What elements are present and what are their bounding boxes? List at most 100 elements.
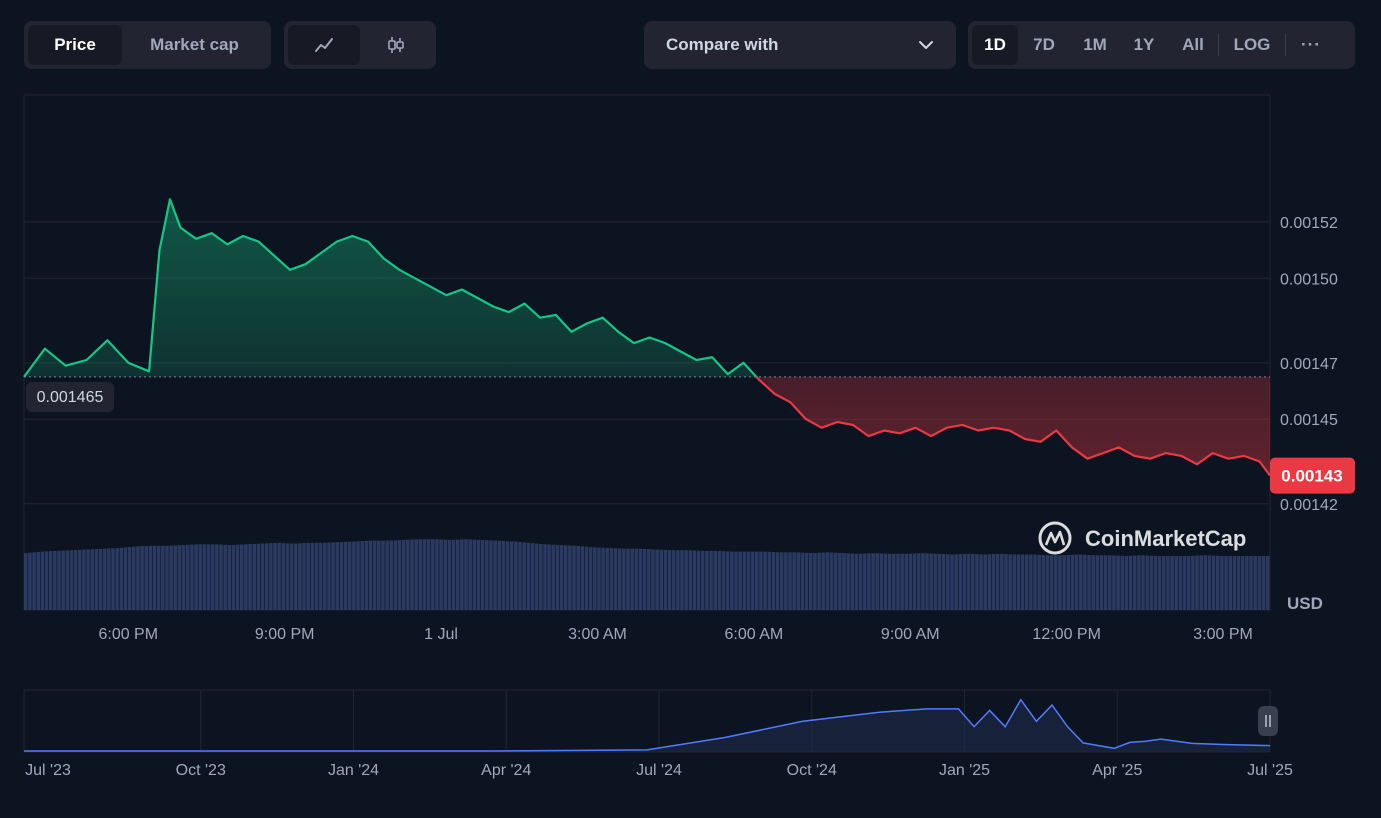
volume-bar xyxy=(343,541,348,610)
volume-bar xyxy=(32,552,36,610)
volume-bar xyxy=(796,552,801,610)
volume-bar xyxy=(1062,555,1066,610)
volume-bar xyxy=(372,540,377,610)
volume-bar xyxy=(601,547,605,610)
volume-bar xyxy=(1103,555,1108,610)
volume-bar xyxy=(1120,555,1125,610)
volume-bar xyxy=(1253,555,1257,610)
volume-bar xyxy=(916,553,921,610)
volume-bar xyxy=(1207,555,1212,610)
volume-bar xyxy=(1070,554,1075,610)
candlestick-chart-button[interactable] xyxy=(360,25,432,65)
volume-bar xyxy=(642,548,647,610)
volume-bar xyxy=(705,550,709,610)
navigator-tick-label: Jul '24 xyxy=(636,762,682,779)
volume-bar xyxy=(663,549,668,610)
volume-bar xyxy=(61,550,65,610)
volume-bar xyxy=(534,543,539,610)
volume-bar xyxy=(1128,555,1133,610)
volume-bar xyxy=(622,548,626,610)
volume-bar xyxy=(825,552,830,610)
volume-bar xyxy=(460,539,464,610)
volume-bar xyxy=(1045,555,1050,610)
price-area-above-baseline xyxy=(24,199,1270,377)
volume-bar xyxy=(759,551,763,610)
volume-bar xyxy=(526,542,531,610)
volume-bar xyxy=(833,552,838,610)
volume-bar xyxy=(754,551,759,610)
volume-bar xyxy=(281,543,286,610)
chart-toolbar: Price Market cap Compare with 1D 7D 1M 1… xyxy=(24,21,1357,69)
price-tab[interactable]: Price xyxy=(28,25,122,65)
range-7d[interactable]: 7D xyxy=(1033,35,1055,54)
volume-bar xyxy=(165,545,169,610)
y-tick-label: 0.00142 xyxy=(1280,497,1338,514)
divider xyxy=(1218,34,1219,56)
volume-bar xyxy=(692,550,697,610)
volume-bar xyxy=(667,550,672,610)
volume-bar xyxy=(485,540,489,610)
line-chart-button[interactable] xyxy=(288,25,360,65)
volume-bar xyxy=(509,541,514,610)
volume-bar xyxy=(1116,555,1120,610)
volume-bar xyxy=(883,553,888,610)
log-scale-toggle[interactable]: LOG xyxy=(1233,35,1271,54)
market-cap-tab[interactable]: Market cap xyxy=(150,35,239,54)
range-all[interactable]: All xyxy=(1182,35,1204,54)
volume-bar xyxy=(435,539,439,610)
volume-bar xyxy=(871,553,875,610)
volume-bar xyxy=(742,551,747,610)
volume-bar xyxy=(393,540,398,610)
volume-bar xyxy=(1124,555,1129,610)
volume-bar xyxy=(260,543,265,610)
volume-bar xyxy=(1240,555,1245,610)
volume-bar xyxy=(941,554,946,610)
volume-bar xyxy=(1132,555,1137,610)
range-1d[interactable]: 1D xyxy=(972,25,1018,65)
volume-bar xyxy=(784,552,788,610)
volume-bar xyxy=(53,550,57,610)
volume-bar xyxy=(514,541,518,610)
volume-bar xyxy=(1058,555,1062,610)
volume-bar xyxy=(431,539,435,610)
x-tick-label: 3:00 PM xyxy=(1193,626,1253,643)
volume-bar xyxy=(655,549,659,610)
volume-bar xyxy=(1195,555,1199,610)
volume-bar xyxy=(937,553,942,610)
volume-bar xyxy=(293,543,298,610)
volume-bar xyxy=(1203,555,1208,610)
volume-bar xyxy=(289,543,294,610)
volume-bar xyxy=(119,547,124,610)
volume-bar xyxy=(609,548,614,610)
volume-bar xyxy=(1170,555,1174,610)
volume-bar xyxy=(1249,555,1253,610)
volume-bar xyxy=(1074,554,1079,610)
volume-bar xyxy=(443,539,448,610)
volume-bar xyxy=(638,548,643,610)
volume-bar xyxy=(152,545,157,610)
x-tick-label: 9:00 AM xyxy=(881,626,940,643)
volume-bar xyxy=(331,542,335,610)
volume-bar xyxy=(763,551,767,610)
range-1y[interactable]: 1Y xyxy=(1133,35,1155,54)
y-axis: 0.00152 0.00150 0.00147 0.00145 0.00142 xyxy=(1280,215,1338,514)
volume-bar xyxy=(721,551,726,610)
navigator-area xyxy=(24,699,1270,752)
volume-bar xyxy=(144,546,148,610)
volume-bar xyxy=(892,553,896,610)
volume-bar xyxy=(568,545,572,610)
volume-bar xyxy=(808,553,813,610)
volume-bar xyxy=(551,544,556,610)
compare-with-dropdown[interactable]: Compare with xyxy=(644,21,956,69)
range-1m[interactable]: 1M xyxy=(1083,35,1107,54)
volume-bar xyxy=(593,547,597,610)
volume-bar xyxy=(1182,555,1187,610)
volume-bar xyxy=(800,552,805,610)
current-price-tag xyxy=(1270,457,1355,494)
more-options-button[interactable]: ··· xyxy=(1301,35,1321,54)
volume-bar xyxy=(821,552,825,610)
volume-bars xyxy=(24,539,1270,610)
volume-bar xyxy=(28,552,32,610)
volume-bar xyxy=(547,544,551,610)
